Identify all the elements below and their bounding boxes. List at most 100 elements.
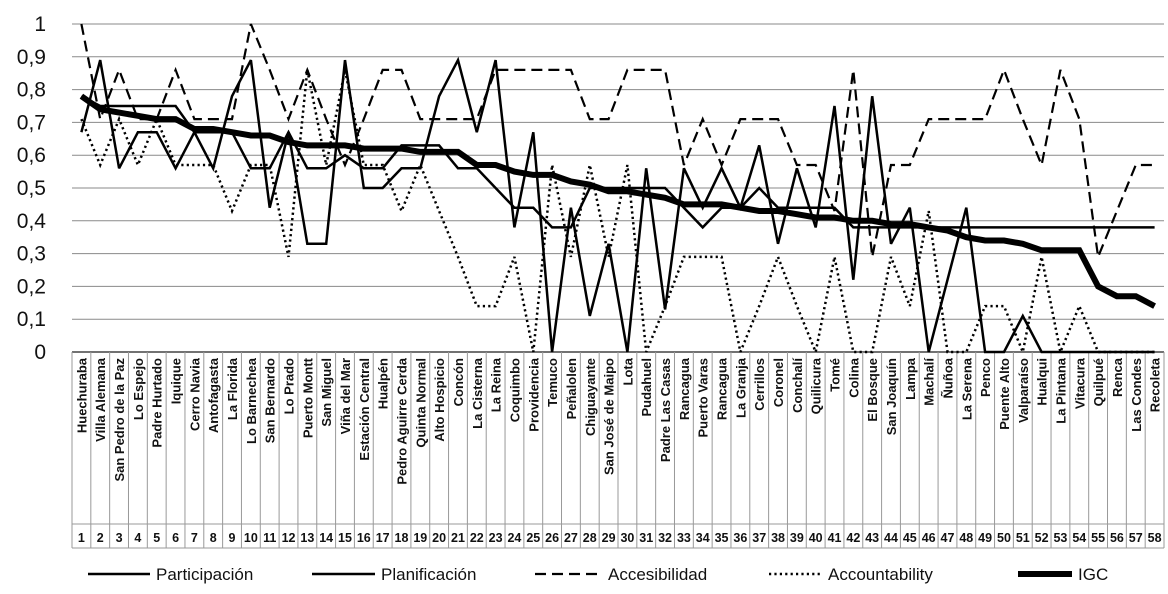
x-tick-label: Valparaíso xyxy=(1016,358,1031,423)
x-index-label: 58 xyxy=(1148,531,1162,545)
x-tick-label: La Pintana xyxy=(1053,357,1068,424)
x-tick-label: Renca xyxy=(1110,357,1125,397)
x-tick-label: Quinta Normal xyxy=(413,358,428,448)
x-tick-label: Lampa xyxy=(903,357,918,400)
x-index-label: 51 xyxy=(1016,531,1030,545)
x-tick-label: Quilpué xyxy=(1091,358,1106,406)
x-index-label: 4 xyxy=(134,531,141,545)
x-tick-label: Coquimbo xyxy=(507,358,522,422)
x-tick-label: San Joaquín xyxy=(884,358,899,435)
x-tick-label: La Reina xyxy=(489,357,504,412)
x-index-label: 35 xyxy=(715,531,729,545)
x-index-label: 47 xyxy=(941,531,955,545)
series-line-2 xyxy=(80,23,1155,258)
y-tick-label: 0,9 xyxy=(17,46,46,69)
x-tick-label: Las Condes xyxy=(1129,358,1144,432)
legend-label-4: IGC xyxy=(1078,565,1108,584)
x-tick-label: La Cisterna xyxy=(470,357,485,429)
y-tick-label: 0,7 xyxy=(17,111,46,134)
x-tick-label: San Bernardo xyxy=(263,358,278,443)
series-line-0 xyxy=(80,95,1155,230)
x-index-label: 24 xyxy=(507,531,521,545)
y-tick-label: 1 xyxy=(34,13,46,36)
x-tick-label: Iquique xyxy=(169,358,184,404)
x-index-label: 27 xyxy=(564,531,578,545)
x-tick-label: Pedro Aguirre Cerda xyxy=(394,357,409,484)
x-index-label: 11 xyxy=(263,531,276,545)
x-index-label: 54 xyxy=(1072,531,1086,545)
x-tick-label: Temuco xyxy=(545,358,560,407)
x-tick-label: Coronel xyxy=(771,358,786,407)
x-index-label: 34 xyxy=(696,531,710,545)
x-tick-label: Rancagua xyxy=(715,357,730,420)
x-tick-label: Lo Barnechea xyxy=(244,357,259,444)
x-index-label: 2 xyxy=(97,531,104,545)
x-tick-label: San Miguel xyxy=(319,358,334,427)
y-tick-label: 0,2 xyxy=(17,275,46,298)
x-tick-label: Chiguayante xyxy=(583,358,598,436)
x-index-label: 56 xyxy=(1110,531,1124,545)
x-index-label: 53 xyxy=(1053,531,1067,545)
series-line-3 xyxy=(80,69,1155,354)
x-index-label: 19 xyxy=(413,531,427,545)
x-tick-label: Cerrillos xyxy=(752,358,767,411)
y-tick-label: 0,6 xyxy=(17,144,46,167)
x-index-label: 26 xyxy=(545,531,559,545)
y-tick-label: 0,5 xyxy=(17,177,46,200)
x-index-label: 45 xyxy=(903,531,917,545)
x-tick-label: Concón xyxy=(451,358,466,406)
x-tick-label: Lo Espejo xyxy=(131,358,146,420)
legend-label-0: Participación xyxy=(156,565,253,584)
x-tick-label: Lota xyxy=(620,357,635,385)
y-tick-label: 0,1 xyxy=(17,308,46,331)
x-index-label: 33 xyxy=(677,531,691,545)
x-index-label: 13 xyxy=(300,531,314,545)
y-tick-label: 0,3 xyxy=(17,243,46,266)
series-lines xyxy=(79,23,1156,354)
x-tick-label: Machalí xyxy=(922,358,937,406)
x-index-label: 10 xyxy=(244,531,258,545)
x-tick-label: Padre Hurtado xyxy=(150,358,165,448)
x-index-label: 15 xyxy=(338,531,352,545)
x-index-label: 30 xyxy=(620,531,634,545)
x-index-label: 48 xyxy=(959,531,973,545)
x-tick-label: Lo Prado xyxy=(282,358,297,414)
x-index-label: 17 xyxy=(376,531,390,545)
x-index-label: 31 xyxy=(639,531,653,545)
x-tick-label: Huechuraba xyxy=(74,357,89,433)
x-tick-label: Quilicura xyxy=(809,357,824,414)
x-index-label: 42 xyxy=(846,531,860,545)
x-index-label: 46 xyxy=(922,531,936,545)
legend-label-2: Accesibilidad xyxy=(608,565,707,584)
x-tick-label: San José de Maipo xyxy=(602,358,617,475)
x-tick-label: Alto Hospicio xyxy=(432,358,447,442)
x-index-label: 38 xyxy=(771,531,785,545)
x-tick-label: Puerto Montt xyxy=(300,357,315,438)
x-index-label: 23 xyxy=(489,531,503,545)
x-index-label: 20 xyxy=(432,531,446,545)
x-tick-label: Rancagua xyxy=(677,357,692,420)
x-index-label: 55 xyxy=(1091,531,1105,545)
legend-label-3: Accountability xyxy=(828,565,933,584)
y-tick-label: 0 xyxy=(34,341,46,364)
x-index-label: 21 xyxy=(451,531,465,545)
x-index-label: 40 xyxy=(809,531,823,545)
x-tick-label: Penco xyxy=(978,358,993,397)
x-index-label: 29 xyxy=(602,531,616,545)
x-tick-label: La Serena xyxy=(959,357,974,420)
x-index-label: 57 xyxy=(1129,531,1143,545)
x-tick-label: Estación Central xyxy=(357,358,372,461)
x-tick-label: Providencia xyxy=(526,357,541,431)
x-axis: Huechuraba 1 Villa Alemana 2 San Pedro de la… xyxy=(71,351,1165,549)
y-tick-label: 0,8 xyxy=(17,79,46,102)
x-tick-label: Antofagasta xyxy=(206,357,221,433)
x-index-label: 6 xyxy=(172,531,179,545)
x-index-label: 18 xyxy=(395,531,409,545)
x-index-label: 49 xyxy=(978,531,992,545)
legend: Participación Planificación Accesibilidad A… xyxy=(88,565,1108,584)
x-index-label: 8 xyxy=(210,531,217,545)
x-tick-label: Pudahuel xyxy=(639,358,654,417)
x-tick-label: Viña del Mar xyxy=(338,358,353,434)
x-tick-label: La Granja xyxy=(733,357,748,418)
